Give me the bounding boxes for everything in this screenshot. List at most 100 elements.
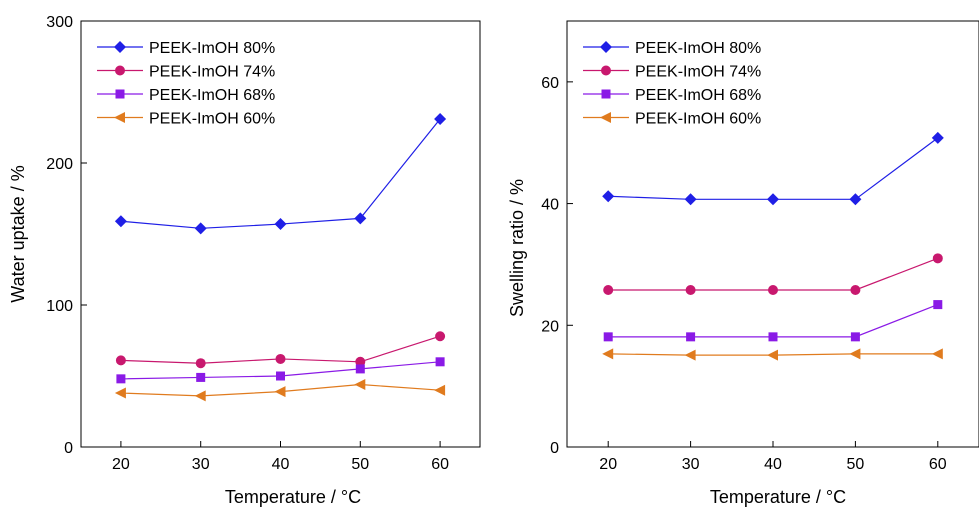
- data-point: [194, 390, 206, 402]
- legend-marker: [115, 89, 125, 99]
- series-1: [114, 112, 447, 235]
- data-point: [849, 193, 862, 206]
- x-tick: 30: [192, 441, 210, 473]
- data-point: [602, 190, 615, 203]
- data-point: [196, 372, 206, 382]
- data-point: [931, 131, 944, 144]
- data-point: [931, 348, 943, 360]
- series-line: [608, 304, 939, 338]
- legend-marker: [600, 112, 611, 123]
- x-tick: 20: [112, 441, 130, 473]
- plot-frame: [80, 20, 481, 448]
- x-tick-label: 40: [272, 456, 290, 473]
- x-tick: 30: [682, 441, 700, 473]
- y-axis-title: Water uptake / %: [8, 165, 28, 302]
- data-point: [933, 300, 943, 310]
- y-tick: 100: [46, 298, 87, 315]
- legend-marker: [601, 65, 611, 76]
- legend: PEEK-ImOH 80% PEEK-ImOH 74% PEEK-ImOH 68% P…: [583, 40, 761, 128]
- legend-marker: [114, 41, 126, 53]
- data-point: [195, 358, 206, 369]
- series-3: [116, 357, 445, 384]
- y-tick-label: 0: [550, 440, 559, 457]
- y-tick-label: 300: [46, 14, 73, 31]
- data-point: [768, 332, 778, 342]
- data-point: [850, 284, 861, 295]
- x-tick-label: 20: [599, 456, 617, 473]
- legend-marker: [114, 112, 125, 123]
- data-point: [194, 222, 207, 235]
- legend-label: PEEK-ImOH 60%: [149, 111, 275, 128]
- data-point: [932, 253, 943, 264]
- data-point: [434, 112, 447, 125]
- legend-marker: [115, 65, 125, 76]
- series-4: [602, 348, 943, 361]
- legend: PEEK-ImOH 80% PEEK-ImOH 74% PEEK-ImOH 68% P…: [97, 40, 275, 128]
- data-point: [602, 348, 614, 360]
- legend-entry: PEEK-ImOH 80%: [97, 40, 275, 57]
- y-tick: 0: [64, 440, 87, 457]
- legend-entry: PEEK-ImOH 60%: [97, 111, 275, 128]
- x-tick-label: 30: [192, 456, 210, 473]
- data-point: [685, 284, 696, 295]
- y-tick-label: 20: [541, 318, 559, 335]
- x-tick: 20: [599, 441, 617, 473]
- data-point: [435, 357, 445, 367]
- legend-label: PEEK-ImOH 74%: [635, 64, 761, 81]
- x-tick-label: 60: [431, 456, 449, 473]
- data-point: [114, 387, 126, 399]
- x-tick: 50: [847, 441, 864, 473]
- y-tick-label: 0: [64, 440, 73, 457]
- x-tick-label: 60: [929, 456, 947, 473]
- data-point: [768, 284, 778, 295]
- y-tick: 300: [46, 14, 87, 31]
- legend-entry: PEEK-ImOH 60%: [583, 111, 761, 128]
- chart-panel-1: 20 30 40 50 60 0 100 200 300 Temperature / °C Wate…: [8, 14, 481, 507]
- x-tick-label: 30: [682, 456, 700, 473]
- legend-label: PEEK-ImOH 80%: [635, 40, 761, 57]
- data-point: [849, 348, 861, 360]
- legend-entry: PEEK-ImOH 74%: [583, 64, 761, 81]
- plot-frame: [566, 20, 979, 448]
- y-tick: 40: [541, 197, 573, 214]
- data-point: [274, 386, 286, 398]
- x-tick-label: 40: [764, 456, 782, 473]
- series-line: [120, 118, 441, 229]
- data-point: [355, 356, 366, 367]
- x-tick-label: 20: [112, 456, 130, 473]
- legend-label: PEEK-ImOH 68%: [149, 87, 275, 104]
- x-tick: 40: [764, 441, 782, 473]
- data-point: [276, 371, 285, 381]
- y-tick-label: 60: [541, 75, 559, 92]
- legend-entry: PEEK-ImOH 74%: [97, 64, 275, 81]
- series-1: [602, 131, 944, 206]
- data-point: [354, 212, 367, 225]
- y-tick: 20: [541, 318, 573, 335]
- data-point: [686, 332, 696, 342]
- y-tick: 60: [541, 75, 573, 92]
- y-tick-label: 100: [46, 298, 73, 315]
- y-tick: 0: [550, 440, 573, 457]
- legend-entry: PEEK-ImOH 80%: [583, 40, 761, 57]
- data-point: [850, 332, 860, 342]
- series-3: [603, 300, 943, 342]
- x-tick: 60: [431, 441, 449, 473]
- data-point: [115, 355, 126, 366]
- legend-label: PEEK-ImOH 60%: [635, 111, 761, 128]
- data-point: [684, 193, 697, 206]
- data-point: [767, 193, 779, 206]
- legend-marker: [601, 89, 611, 99]
- chart-panel-2: 20 30 40 50 60 0 20 40 60 Temperature / °C Swellin…: [507, 20, 979, 507]
- data-point: [435, 331, 446, 342]
- legend-label: PEEK-ImOH 74%: [149, 64, 275, 81]
- legend-marker: [600, 41, 612, 53]
- x-axis-title: Temperature / °C: [225, 487, 361, 507]
- series-2: [603, 253, 943, 295]
- legend-entry: PEEK-ImOH 68%: [583, 87, 761, 104]
- x-tick-label: 50: [351, 456, 369, 473]
- data-point: [355, 364, 365, 374]
- data-point: [603, 284, 614, 295]
- series-4: [114, 379, 446, 402]
- legend-label: PEEK-ImOH 80%: [149, 40, 275, 57]
- y-tick-label: 200: [46, 156, 73, 173]
